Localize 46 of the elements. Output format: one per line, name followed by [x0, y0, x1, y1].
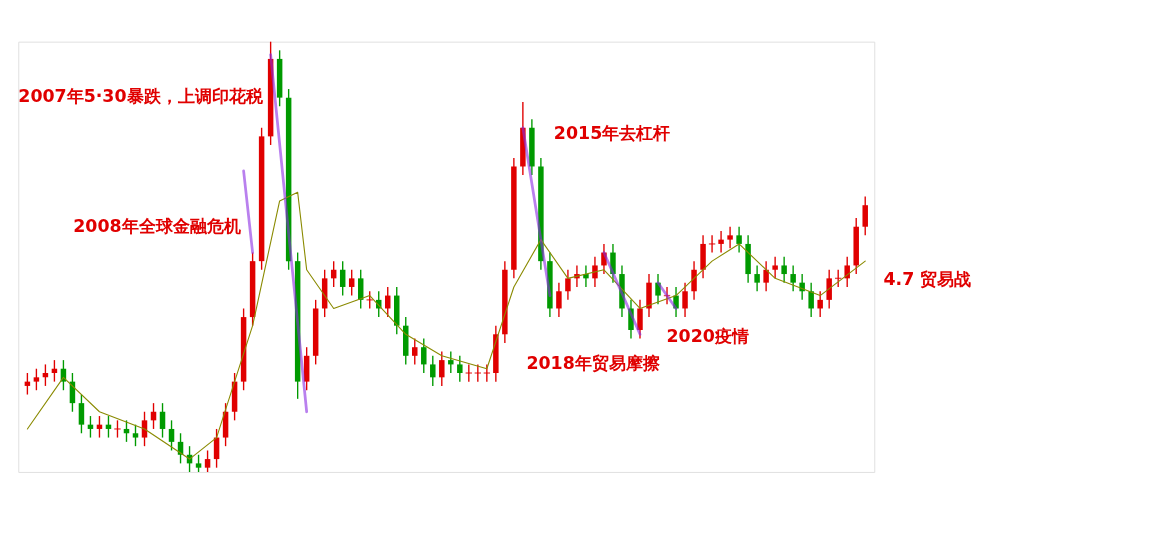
- candlestick: [790, 264, 796, 292]
- candlestick: [412, 337, 418, 366]
- candlestick: [430, 355, 436, 387]
- candlestick: [474, 363, 482, 383]
- candlestick: [628, 299, 634, 340]
- candlestick: [772, 256, 778, 280]
- candlestick: [465, 363, 473, 383]
- annotation: 2018年贸易摩擦: [526, 353, 661, 374]
- candlestick: [592, 256, 598, 288]
- candlestick: [204, 449, 211, 473]
- candlestick: [132, 423, 139, 447]
- candlestick: [610, 243, 616, 284]
- candlestick: [637, 299, 643, 340]
- candlestick: [655, 273, 661, 305]
- candlestick: [448, 350, 454, 374]
- annotation: 2015年去杠杆: [553, 122, 671, 143]
- candlestick: [457, 355, 463, 383]
- candlestick: [682, 281, 688, 318]
- candlestick: [736, 226, 742, 254]
- candlestick: [556, 281, 562, 318]
- candlestick: [421, 337, 427, 374]
- candlestick: [718, 230, 724, 254]
- candlestick: [78, 393, 85, 434]
- candlestick: [727, 226, 733, 249]
- candlestick: [862, 195, 868, 237]
- text: 4.7 贸易战: [883, 269, 972, 290]
- annotation: 2020疫情: [666, 325, 749, 346]
- annotation: 2008年全球金融危机: [73, 216, 241, 237]
- annotation: 2007年5·30暴跌，上调印花税: [18, 86, 264, 107]
- candlestick: [754, 264, 760, 292]
- candlestick: [817, 290, 823, 318]
- candlestick: [33, 368, 40, 391]
- candlestick: [844, 256, 850, 288]
- candlestick: [763, 260, 769, 292]
- candlestick: [781, 256, 787, 284]
- candlestick: [168, 419, 175, 452]
- candlestick: [483, 363, 491, 383]
- candlestick: [439, 350, 445, 387]
- candlestick: [808, 281, 814, 318]
- candlestick: [601, 243, 607, 275]
- candlestick: [691, 260, 697, 301]
- candlestick: [708, 234, 716, 254]
- candlestick: [673, 286, 679, 318]
- candlestick: [826, 269, 832, 310]
- candlestick: [565, 269, 571, 301]
- candlestick: [348, 269, 355, 297]
